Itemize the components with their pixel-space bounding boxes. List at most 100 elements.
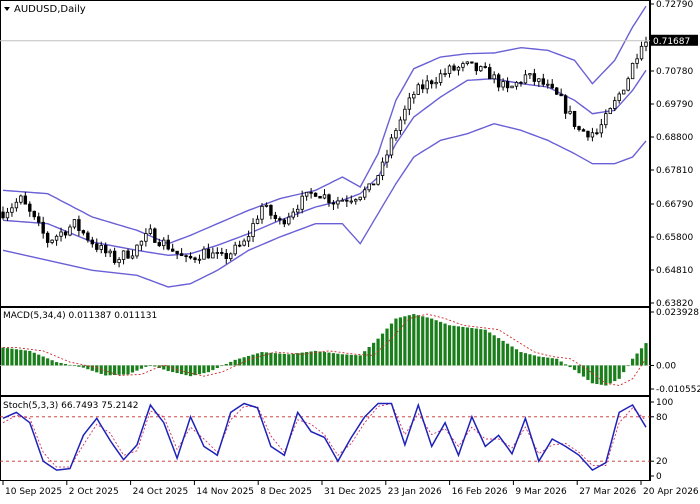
candle-body: [398, 119, 403, 131]
macd-bar: [291, 353, 295, 366]
candle-body: [162, 239, 166, 247]
macd-bar: [10, 348, 14, 366]
macd-bar: [72, 365, 77, 367]
candle-body: [331, 202, 336, 205]
macd-bar: [41, 356, 45, 366]
time-tick-label: 31 Dec 2025: [324, 487, 382, 497]
candle-body: [443, 73, 447, 75]
macd-bar: [202, 365, 206, 374]
candle-body: [148, 228, 153, 234]
candle-body: [166, 239, 170, 250]
macd-bar: [465, 327, 469, 366]
current-price-badge: [651, 34, 698, 46]
candle-body: [452, 65, 456, 71]
macd-bar: [269, 352, 273, 366]
candle-body: [577, 126, 581, 131]
macd-bar: [305, 352, 309, 366]
macd-bar: [340, 354, 344, 366]
candle-body: [349, 200, 353, 203]
candle-body: [175, 250, 179, 255]
candle-body: [407, 97, 412, 110]
macd-bar: [313, 350, 318, 366]
candle-body: [14, 201, 19, 209]
stoch-tick-label: 80: [656, 413, 668, 423]
candle-body: [608, 108, 612, 115]
candle-body: [300, 195, 304, 210]
macd-bar: [233, 359, 237, 366]
candle-body: [251, 223, 255, 237]
candle-body: [461, 63, 465, 68]
time-tick-label: 9 Mar 2026: [515, 487, 567, 497]
candle-body: [86, 232, 90, 241]
macd-bar: [251, 354, 255, 366]
candle-body: [456, 66, 461, 71]
macd-bar: [144, 365, 148, 367]
macd-bar: [139, 365, 144, 369]
candle-body: [269, 204, 273, 216]
macd-bar: [327, 352, 331, 366]
stoch-pane-frame: [0, 396, 650, 481]
candle-body: [144, 233, 148, 242]
time-tick-label: 10 Sep 2025: [5, 487, 62, 497]
candle-body: [429, 80, 434, 85]
macd-bar: [546, 357, 550, 366]
macd-bar: [644, 343, 648, 366]
macd-bar: [19, 349, 23, 366]
stoch-signal-line: [2, 402, 647, 468]
macd-tick-label: 0.023928: [656, 308, 699, 318]
candle-body: [470, 61, 474, 64]
candle-body: [126, 250, 130, 259]
candle-body: [121, 250, 126, 260]
stochastic-lines: [0, 402, 650, 472]
candle-body: [371, 183, 376, 186]
candle-body: [197, 258, 202, 261]
candle-body: [425, 80, 429, 90]
macd-bar: [568, 365, 572, 368]
macd-bar: [117, 365, 121, 375]
macd-bar: [322, 352, 327, 366]
macd-bar: [380, 333, 385, 366]
macd-bar: [608, 365, 612, 384]
candle-body: [246, 236, 251, 242]
candle-body: [510, 85, 514, 89]
candle-body: [568, 110, 572, 114]
stoch-title: Stoch(5,3,3) 66.7493 75.2142: [3, 401, 138, 411]
macd-title: MACD(5,34,4) 0.011387 0.011131: [3, 311, 157, 321]
macd-bar: [336, 353, 340, 366]
symbol-dropdown-icon[interactable]: [4, 7, 10, 11]
macd-bar: [421, 316, 425, 366]
candle-body: [644, 41, 648, 47]
macd-bar: [572, 365, 577, 370]
macd-bar: [604, 365, 608, 386]
candle-body: [179, 253, 184, 257]
candle-body: [389, 137, 394, 156]
candle-body: [112, 250, 117, 263]
candle-body: [19, 195, 23, 203]
candle-body: [385, 154, 389, 163]
macd-bar: [617, 365, 621, 379]
candle-body: [421, 84, 425, 90]
candle-body: [309, 191, 313, 194]
macd-bar: [510, 346, 514, 366]
macd-bar: [416, 315, 420, 366]
macd-bar: [577, 365, 581, 374]
candle-body: [304, 191, 309, 197]
macd-bar: [113, 365, 117, 376]
macd-bar: [126, 365, 130, 375]
macd-bar: [461, 326, 465, 366]
candle-body: [10, 207, 14, 213]
macd-bar: [166, 365, 170, 372]
candle-body: [117, 259, 121, 263]
macd-bar: [479, 329, 483, 366]
macd-bar: [255, 353, 260, 366]
macd-bar: [407, 315, 411, 366]
candle-body: [184, 255, 188, 258]
candle-body: [63, 231, 68, 236]
candle-body: [514, 81, 519, 87]
candle-body: [45, 232, 50, 243]
candle-body: [108, 250, 112, 254]
price-tick-label: 0.64810: [656, 266, 693, 276]
candle-body: [403, 108, 407, 121]
